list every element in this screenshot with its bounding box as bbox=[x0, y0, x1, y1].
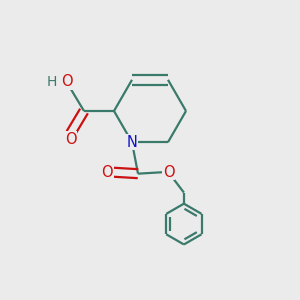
Text: H: H bbox=[47, 75, 57, 89]
Text: N: N bbox=[127, 135, 137, 150]
Text: O: O bbox=[61, 74, 73, 89]
Text: O: O bbox=[163, 165, 175, 180]
Text: O: O bbox=[101, 165, 113, 180]
Text: O: O bbox=[65, 132, 76, 147]
